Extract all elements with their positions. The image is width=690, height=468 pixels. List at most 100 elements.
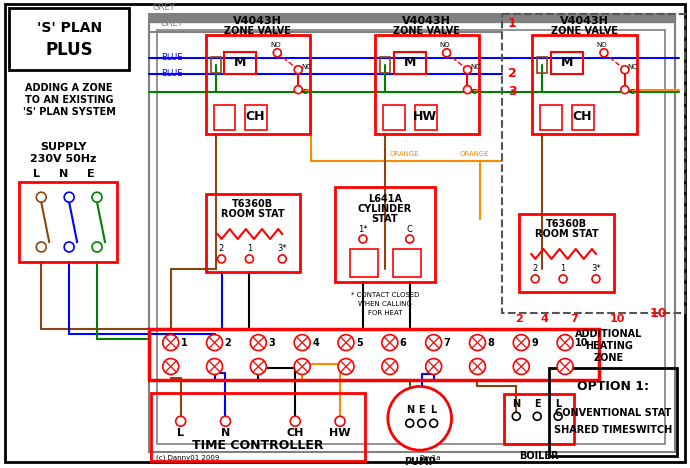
Bar [383,104,405,131]
Text: N: N [512,399,520,410]
Text: NO: NO [597,42,607,48]
Circle shape [621,66,629,73]
Text: V4043H: V4043H [560,16,609,26]
Text: 'S' PLAN SYSTEM: 'S' PLAN SYSTEM [23,107,115,117]
Circle shape [294,86,302,94]
Text: V4043H: V4043H [233,16,282,26]
Circle shape [246,255,253,263]
Bar [540,104,562,131]
Circle shape [273,49,282,57]
Text: ZONE VALVE: ZONE VALVE [551,26,618,36]
Text: 6: 6 [400,337,406,348]
Text: NC: NC [471,64,480,70]
Text: 10: 10 [609,314,624,324]
Bar [551,52,583,73]
Text: PLUS: PLUS [46,41,93,59]
Circle shape [294,335,310,351]
Text: CONVENTIONAL STAT: CONVENTIONAL STAT [555,408,671,418]
Text: 2: 2 [219,244,224,254]
Text: NC: NC [301,64,311,70]
Text: L: L [177,428,184,438]
Text: C: C [472,88,477,95]
Text: BOILER: BOILER [520,451,559,461]
Text: M: M [234,56,246,69]
Bar [151,394,365,461]
Text: ADDING A ZONE: ADDING A ZONE [26,83,113,93]
Bar [246,104,267,131]
Circle shape [37,192,46,202]
Circle shape [278,255,286,263]
Text: NO: NO [440,42,450,48]
Circle shape [64,242,74,252]
Text: 3: 3 [268,337,275,348]
Text: * CONTACT CLOSED: * CONTACT CLOSED [351,292,419,298]
Text: C: C [407,225,413,234]
Text: 2: 2 [533,264,538,273]
Text: 3*: 3* [591,264,601,273]
Text: BLUE: BLUE [161,69,182,78]
Text: E: E [534,399,540,410]
Bar [504,395,574,444]
Circle shape [338,358,354,374]
Text: 'S' PLAN: 'S' PLAN [37,21,101,35]
Circle shape [163,335,179,351]
Bar [350,249,378,277]
Circle shape [430,419,437,427]
Bar [375,35,480,134]
Bar [206,194,300,272]
Circle shape [513,358,529,374]
Text: HW: HW [329,428,351,438]
Text: ZONE VALVE: ZONE VALVE [393,26,460,36]
Bar [149,14,675,452]
Circle shape [512,412,520,420]
Circle shape [338,335,354,351]
Text: 8: 8 [487,337,494,348]
Circle shape [335,416,345,426]
Circle shape [559,275,567,283]
Text: L: L [555,399,561,410]
Text: OPTION 1:: OPTION 1: [577,380,649,393]
Text: 1: 1 [181,337,188,348]
Bar [549,368,677,456]
Text: E: E [418,405,425,415]
Text: C: C [303,88,308,95]
Bar [394,52,426,73]
Text: 7: 7 [444,337,451,348]
Circle shape [513,335,529,351]
Text: N: N [406,405,414,415]
Text: CH: CH [246,110,265,123]
Circle shape [621,86,629,94]
Bar [520,214,614,292]
Circle shape [557,335,573,351]
Circle shape [406,419,414,427]
Bar [538,57,547,73]
Circle shape [206,358,222,374]
Circle shape [469,335,486,351]
Circle shape [163,358,179,374]
Text: 10: 10 [575,337,589,348]
Text: HEATING: HEATING [585,341,633,351]
Text: SUPPLY: SUPPLY [40,142,86,153]
Text: ADDITIONAL: ADDITIONAL [575,329,642,339]
Text: BLUE: BLUE [161,53,182,62]
Text: ORANGE: ORANGE [390,151,420,157]
Text: ZONE: ZONE [594,352,624,363]
Text: CYLINDER: CYLINDER [357,204,412,214]
Text: STAT: STAT [371,214,398,224]
Text: T6360B: T6360B [546,219,587,229]
Circle shape [464,86,471,94]
Circle shape [406,235,414,243]
Circle shape [533,412,541,420]
Bar [335,187,435,282]
Circle shape [557,358,573,374]
Text: ORANGE: ORANGE [460,151,489,157]
Text: C: C [629,88,634,95]
Circle shape [176,416,186,426]
Bar [206,35,310,134]
Circle shape [294,358,310,374]
Circle shape [92,242,102,252]
Text: SHARED TIMESWITCH: SHARED TIMESWITCH [554,425,672,435]
Text: CH: CH [572,110,592,123]
Bar [149,329,599,380]
Text: TO AN EXISTING: TO AN EXISTING [25,95,113,104]
